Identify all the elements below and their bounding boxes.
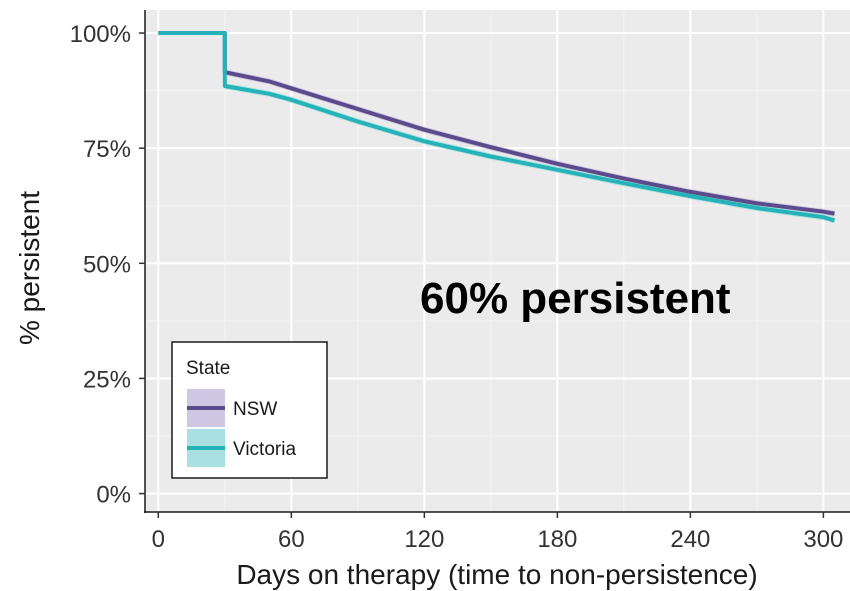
x-tick-label: 180 <box>537 526 577 553</box>
legend: State NSW Victoria <box>171 341 328 479</box>
x-tick-label: 60 <box>278 526 305 553</box>
tick-labels: 0 60 120 180 240 300 0% 25% 50% 75% 100% <box>70 21 844 553</box>
series-lines <box>158 31 836 223</box>
legend-title: State <box>186 358 230 379</box>
y-tick-label: 75% <box>83 136 131 163</box>
y-tick-label: 25% <box>83 366 131 393</box>
x-tick-label: 240 <box>670 526 710 553</box>
legend-label-nsw: NSW <box>233 399 277 420</box>
x-tick-label: 120 <box>404 526 444 553</box>
series-line-victoria <box>158 31 836 223</box>
series-line-nsw <box>158 31 835 216</box>
y-tick-label: 100% <box>70 21 131 48</box>
x-axis-title: Days on therapy (time to non-persistence… <box>236 559 757 590</box>
y-tick-label: 0% <box>96 482 131 509</box>
annotation-text: 60% persistent <box>420 274 731 323</box>
axes <box>144 10 850 513</box>
x-tick-label: 0 <box>152 526 165 553</box>
x-tick-label: 300 <box>803 526 843 553</box>
y-axis-title: % persistent <box>14 191 45 345</box>
y-tick-label: 50% <box>83 251 131 278</box>
legend-label-victoria: Victoria <box>233 439 296 460</box>
